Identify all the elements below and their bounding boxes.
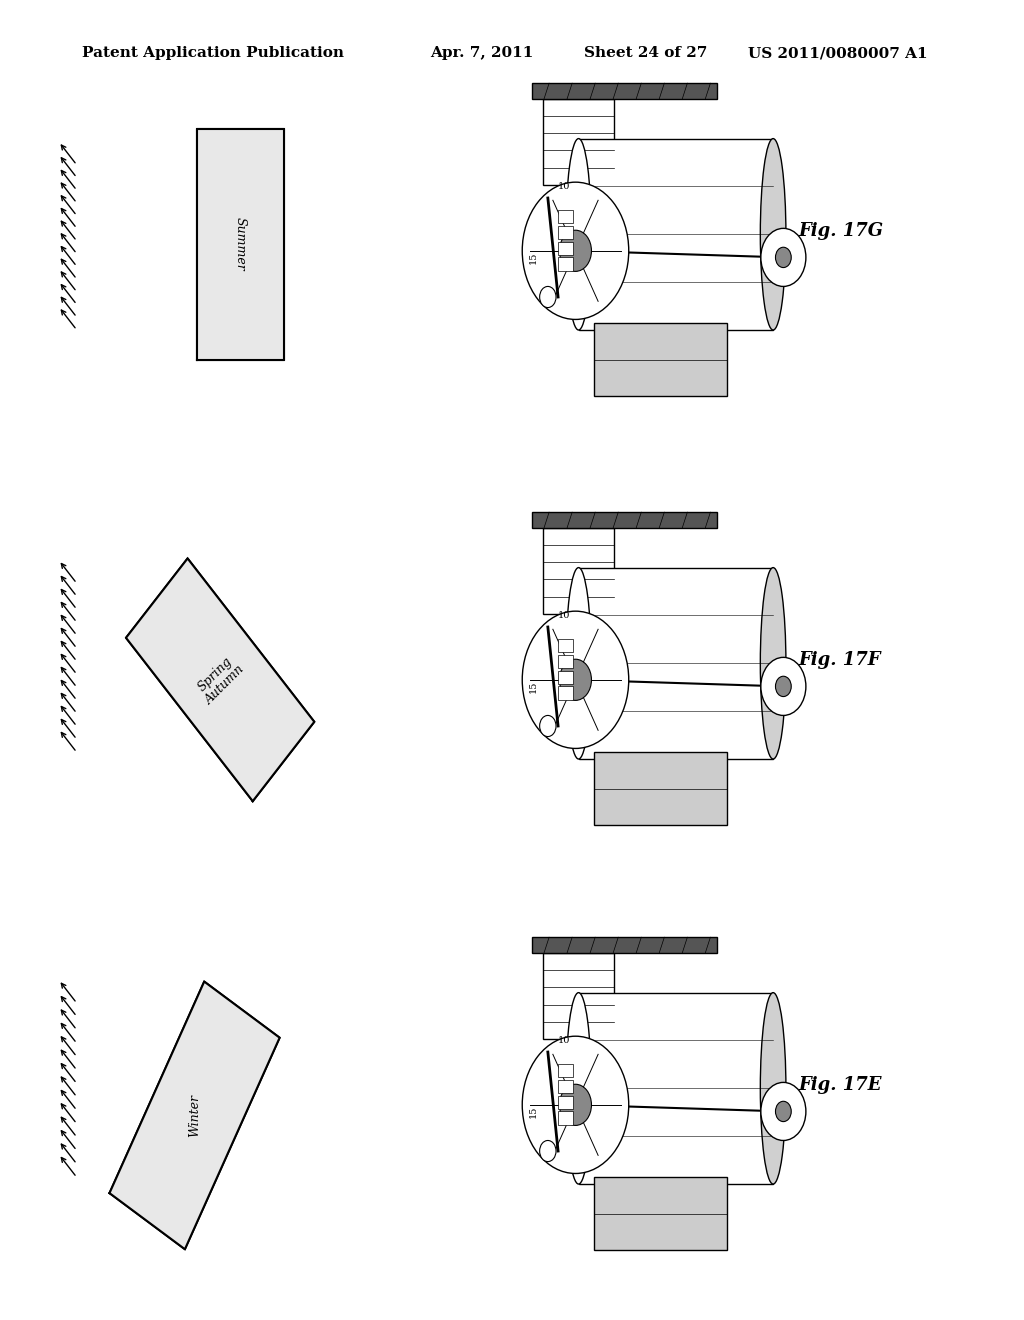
Circle shape: [522, 611, 629, 748]
Bar: [558, 686, 573, 700]
Bar: [579, 139, 773, 330]
Bar: [543, 528, 614, 614]
Bar: [558, 257, 573, 271]
Circle shape: [522, 182, 629, 319]
Text: Fig. 17G: Fig. 17G: [799, 222, 884, 240]
Text: 10: 10: [558, 1036, 570, 1045]
Ellipse shape: [566, 993, 592, 1184]
Text: Summer: Summer: [234, 218, 247, 271]
Text: Apr. 7, 2011: Apr. 7, 2011: [430, 46, 534, 61]
Bar: [558, 671, 573, 684]
Text: 10: 10: [558, 182, 570, 191]
Circle shape: [559, 230, 592, 272]
Bar: [594, 1177, 727, 1250]
Ellipse shape: [761, 568, 786, 759]
Bar: [558, 226, 573, 239]
Text: Fig. 17F: Fig. 17F: [799, 651, 882, 669]
Text: 15: 15: [528, 1105, 538, 1118]
Ellipse shape: [566, 568, 592, 759]
Bar: [594, 323, 727, 396]
Ellipse shape: [566, 139, 592, 330]
Text: Winter: Winter: [188, 1094, 201, 1137]
Bar: [579, 568, 773, 759]
Bar: [558, 655, 573, 668]
Circle shape: [559, 659, 592, 701]
Bar: [558, 210, 573, 223]
Circle shape: [559, 1084, 592, 1126]
Bar: [558, 242, 573, 255]
Circle shape: [761, 228, 806, 286]
Bar: [579, 993, 773, 1184]
Text: Patent Application Publication: Patent Application Publication: [82, 46, 344, 61]
Circle shape: [761, 657, 806, 715]
Circle shape: [775, 247, 792, 268]
Bar: [558, 1080, 573, 1093]
Polygon shape: [110, 982, 280, 1249]
Polygon shape: [126, 558, 314, 801]
Ellipse shape: [761, 993, 786, 1184]
Text: Spring
Autumn: Spring Autumn: [193, 652, 248, 708]
Circle shape: [761, 1082, 806, 1140]
Text: Fig. 17E: Fig. 17E: [799, 1076, 883, 1094]
Circle shape: [540, 715, 556, 737]
Bar: [558, 639, 573, 652]
Bar: [543, 953, 614, 1039]
Bar: [594, 752, 727, 825]
Circle shape: [522, 1036, 629, 1173]
Text: 15: 15: [528, 251, 538, 264]
Text: 15: 15: [528, 680, 538, 693]
FancyBboxPatch shape: [532, 937, 717, 953]
Circle shape: [540, 286, 556, 308]
Bar: [558, 1064, 573, 1077]
Bar: [558, 1096, 573, 1109]
Circle shape: [775, 1101, 792, 1122]
Text: US 2011/0080007 A1: US 2011/0080007 A1: [748, 46, 927, 61]
Bar: [558, 1111, 573, 1125]
Polygon shape: [197, 129, 284, 360]
FancyBboxPatch shape: [532, 83, 717, 99]
Circle shape: [775, 676, 792, 697]
Bar: [543, 99, 614, 185]
Text: Sheet 24 of 27: Sheet 24 of 27: [584, 46, 707, 61]
FancyBboxPatch shape: [532, 512, 717, 528]
Ellipse shape: [761, 139, 786, 330]
Circle shape: [540, 1140, 556, 1162]
Text: 10: 10: [558, 611, 570, 620]
